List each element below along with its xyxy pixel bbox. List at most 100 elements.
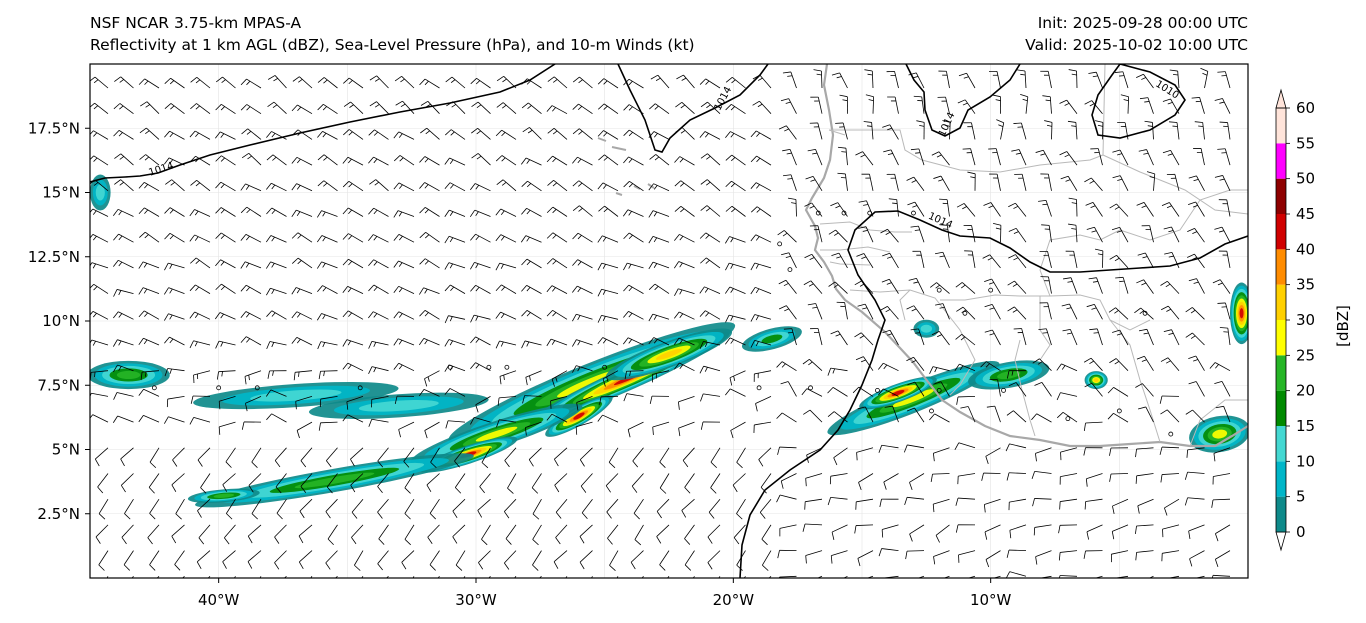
wind-barb xyxy=(342,285,364,294)
wind-barb xyxy=(497,396,517,406)
wind-barb xyxy=(829,473,848,485)
wind-barb xyxy=(955,334,976,346)
wind-barb xyxy=(90,102,109,115)
wind-barb xyxy=(1185,332,1205,346)
wind-barb xyxy=(1059,473,1078,485)
wind-barb xyxy=(1059,498,1078,510)
wind-barb xyxy=(546,258,568,269)
africa-coastline xyxy=(804,64,1248,448)
colorbar: 0 5 10 15 20 25 30 35 40 45 50 55 60 [dBZ] xyxy=(1275,88,1352,552)
wind-barb xyxy=(189,340,211,349)
wind-barb xyxy=(1013,122,1027,140)
wind-barb xyxy=(112,415,134,423)
wind-barb xyxy=(471,127,491,140)
wind-barb xyxy=(521,102,542,115)
calm-wind-marker xyxy=(151,385,157,391)
calm-wind-marker xyxy=(756,385,762,391)
wind-barb xyxy=(983,202,1001,217)
wind-barb xyxy=(1068,69,1078,89)
wind-barb xyxy=(1006,549,1027,558)
wind-barb xyxy=(776,494,797,503)
wind-barb xyxy=(291,156,313,166)
wind-barb xyxy=(354,550,364,571)
wind-barb xyxy=(90,392,109,398)
wind-barb xyxy=(1020,93,1029,114)
wind-barb xyxy=(755,396,772,412)
wind-barb xyxy=(572,76,593,89)
wind-barb xyxy=(1159,395,1180,404)
wind-barb xyxy=(292,76,313,89)
wind-barb xyxy=(958,550,976,563)
wind-barb xyxy=(750,340,772,348)
wind-barb xyxy=(1191,97,1205,114)
wind-barb xyxy=(1061,303,1078,320)
wind-barb xyxy=(1146,171,1156,191)
wind-barb xyxy=(371,396,389,408)
graticule xyxy=(90,64,1248,578)
wind-barb xyxy=(1083,447,1103,456)
wind-barb xyxy=(750,314,772,322)
wind-barb xyxy=(1111,226,1129,243)
wind-barb xyxy=(656,498,670,519)
wind-barb xyxy=(623,311,644,320)
wind-barb xyxy=(326,447,338,468)
colorbar-tick-label: 40 xyxy=(1296,240,1315,258)
wind-barb xyxy=(1008,382,1027,397)
wind-barb xyxy=(539,576,542,578)
wind-barb xyxy=(240,311,262,320)
wind-barb xyxy=(980,361,1001,372)
wind-barb xyxy=(710,473,721,494)
wind-barb xyxy=(939,224,950,243)
wind-barb xyxy=(361,576,364,578)
wind-barb xyxy=(700,393,721,402)
wind-barb xyxy=(310,576,313,578)
isobar-1014-canary xyxy=(617,64,769,153)
wind-barb xyxy=(912,250,925,268)
wind-barb xyxy=(149,550,160,571)
wind-barb xyxy=(445,76,466,89)
country-borders xyxy=(819,64,1248,447)
wind-barb xyxy=(909,473,925,491)
wind-barb xyxy=(1109,358,1129,371)
wind-barb xyxy=(805,550,823,564)
wind-barb xyxy=(1139,97,1154,114)
wind-barb xyxy=(707,524,721,544)
wind-barb xyxy=(1200,67,1209,89)
wind-barb xyxy=(983,498,1001,513)
calm-wind-marker xyxy=(1001,387,1006,393)
wind-barb xyxy=(444,182,466,192)
wind-barb xyxy=(648,210,670,218)
wind-barb xyxy=(863,121,874,140)
wind-barb xyxy=(138,78,160,89)
wind-barb xyxy=(343,77,364,89)
colorbar-segment xyxy=(1276,390,1286,426)
wind-barb xyxy=(495,155,517,166)
wind-barb xyxy=(163,313,185,321)
wind-barb xyxy=(783,174,797,191)
wind-barb xyxy=(369,75,389,89)
wind-barb xyxy=(266,207,287,217)
wind-barb xyxy=(710,447,721,469)
wind-barb xyxy=(1065,250,1078,268)
wind-barb xyxy=(1135,524,1154,534)
wind-barb xyxy=(725,180,746,192)
colorbar-min-extension xyxy=(1275,531,1287,552)
wind-barb xyxy=(215,131,236,140)
wind-barb xyxy=(827,387,848,397)
wind-barb xyxy=(412,576,415,578)
wind-barb xyxy=(1214,98,1231,114)
wind-barb xyxy=(546,155,568,166)
wind-barb xyxy=(1034,382,1052,397)
wind-barb xyxy=(265,235,287,243)
wind-barb xyxy=(1067,120,1078,140)
wind-barb xyxy=(575,421,593,435)
figure-title: NSF NCAR 3.75-km MPAS-A Reflectivity at … xyxy=(90,12,695,56)
wind-barb xyxy=(1109,473,1129,482)
wind-barb xyxy=(725,76,746,89)
wind-barb xyxy=(240,104,262,115)
wind-barb xyxy=(528,447,542,467)
wind-barb xyxy=(495,311,517,320)
wind-barb xyxy=(852,386,874,397)
wind-barb xyxy=(298,550,313,570)
wind-barb xyxy=(707,550,721,570)
